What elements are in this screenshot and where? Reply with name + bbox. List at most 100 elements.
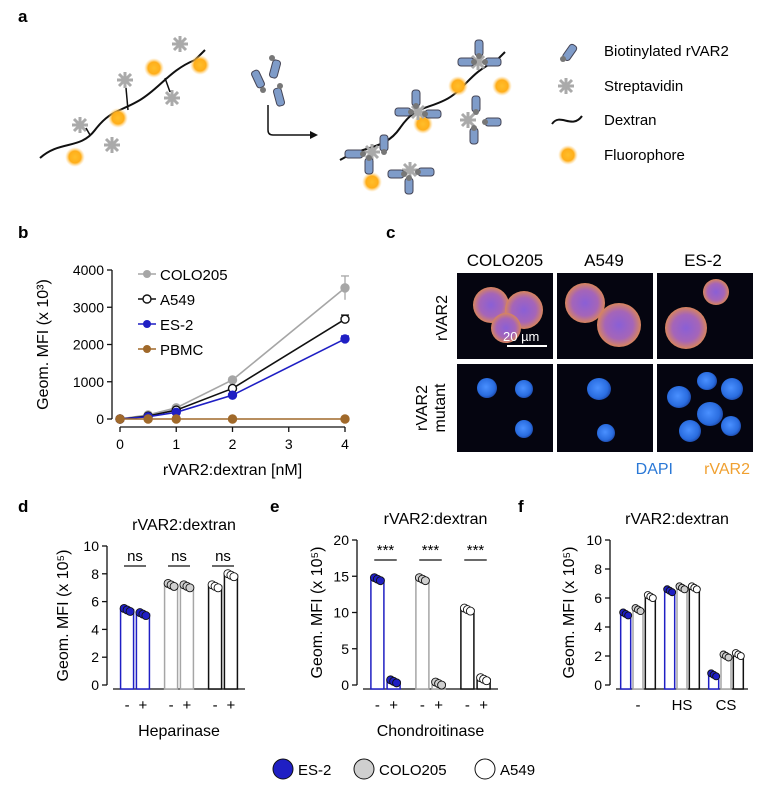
data-point <box>340 414 350 424</box>
data-point <box>375 576 385 586</box>
bar-es-2 <box>663 590 676 690</box>
x-tick-label: 0 <box>116 436 124 452</box>
legend-colo205-label: COLO205 <box>379 762 447 779</box>
scalebar-label: 20 µm <box>503 329 540 344</box>
legend-label-es2: ES-2 <box>160 317 193 334</box>
data-point <box>680 585 689 594</box>
streptavidin-icon <box>104 137 120 153</box>
x-tick-label: 2 <box>229 436 237 452</box>
data-point <box>392 678 402 688</box>
micro-row-label-line2: mutant <box>432 383 449 432</box>
data-point <box>624 611 633 620</box>
fluorophore-icon <box>144 58 164 78</box>
panel-label-a: a <box>18 7 28 26</box>
data-point <box>227 390 238 400</box>
y-tick-label: 0 <box>341 677 349 693</box>
treatment-label: + <box>227 697 236 714</box>
micro-col-label: COLO205 <box>467 251 544 270</box>
legend-label-pbmc: PBMC <box>160 342 204 359</box>
chart-b-legend: COLO205 A549 ES-2 PBMC <box>138 267 228 359</box>
treatment-label: - <box>420 697 425 714</box>
treatment-label: - <box>375 697 380 714</box>
data-point <box>482 676 492 686</box>
streptavidin-icon <box>164 90 180 106</box>
significance-label: ns <box>215 548 231 565</box>
data-point <box>636 607 645 616</box>
bar-a549 <box>207 585 223 690</box>
bar-es-2 <box>135 613 151 690</box>
legend-colo205-marker <box>353 758 375 780</box>
micro-es2-mutant <box>657 364 753 452</box>
panel-label-e: e <box>270 497 279 516</box>
category-label: HS <box>672 697 693 714</box>
stain-label-dapi: DAPI <box>636 461 673 478</box>
legend-es2-marker <box>272 758 294 780</box>
bottom-legend: ES-2 COLO205 A549 <box>272 758 535 780</box>
treatment-label: + <box>479 697 488 714</box>
streptavidin-icon <box>72 117 88 133</box>
data-point <box>724 653 733 662</box>
panel-a-schematic: Biotinylated rVAR2 Streptavidin Dextran … <box>39 36 729 195</box>
panel-label-d: d <box>18 497 28 516</box>
x-tick-label: 4 <box>341 436 349 452</box>
data-point <box>141 611 151 621</box>
legend-rvar2-icon <box>560 43 578 62</box>
y-axis-label: Geom. MFI (x 10³) <box>35 279 52 410</box>
chart-b: 0 1000 2000 3000 4000 0 1 2 3 4 rVAR2:dextran [nM]… <box>35 262 350 479</box>
significance-label: *** <box>377 542 395 559</box>
micro-a549-rvar2 <box>557 273 653 359</box>
y-tick-label: 0 <box>91 677 99 693</box>
category-label: - <box>636 697 641 714</box>
y-tick-label: 8 <box>91 566 99 582</box>
x-axis-label: rVAR2:dextran [nM] <box>163 462 302 479</box>
bar-a549 <box>460 608 475 690</box>
y-tick-label: 0 <box>594 677 602 693</box>
x-tick-label: 3 <box>285 436 293 452</box>
legend-label: Fluorophore <box>604 147 685 164</box>
chart-title: rVAR2:dextran <box>625 511 729 528</box>
data-point <box>736 652 745 660</box>
micro-col-label: A549 <box>584 251 624 270</box>
bar-colo205 <box>163 584 179 690</box>
treatment-label: + <box>183 697 192 714</box>
bar-colo205 <box>676 587 688 690</box>
y-tick-label: 2000 <box>73 337 104 353</box>
y-tick-label: 1000 <box>73 374 104 390</box>
data-point <box>668 588 677 597</box>
streptavidin-icon <box>172 36 188 52</box>
treatment-label: - <box>465 697 470 714</box>
data-point <box>712 672 721 681</box>
micro-colo205-rvar2: 20 µm <box>457 273 553 359</box>
y-tick-label: 15 <box>333 568 349 584</box>
fluorophore-icon <box>108 108 128 128</box>
panel-label-c: c <box>386 223 395 242</box>
series-line-a549 <box>119 318 346 420</box>
data-point <box>229 572 239 582</box>
treatment-label: - <box>169 697 174 714</box>
significance-label: ns <box>127 548 143 565</box>
y-tick-label: 4000 <box>73 262 104 278</box>
legend-a549-marker <box>474 758 496 780</box>
data-point <box>437 680 447 690</box>
y-tick-label: 10 <box>333 605 349 621</box>
y-tick-label: 10 <box>586 532 602 548</box>
y-axis-label: Geom. MFI (x 10⁵) <box>309 547 326 679</box>
data-point <box>227 414 238 424</box>
data-point <box>648 594 657 602</box>
y-tick-label: 4 <box>594 619 602 635</box>
micro-colo205-mutant <box>457 364 553 452</box>
fluorophore-icon <box>362 172 382 192</box>
bar-a549 <box>688 587 701 690</box>
chart-title: rVAR2:dextran <box>384 511 488 528</box>
legend-label-colo205: COLO205 <box>160 267 228 284</box>
data-point <box>115 414 125 424</box>
y-tick-label: 3000 <box>73 299 104 315</box>
fluorophore-icon <box>65 147 85 167</box>
rvar2-icon <box>272 83 286 107</box>
data-point <box>340 314 350 324</box>
legend-label: Biotinylated rVAR2 <box>604 43 729 60</box>
panel-label-b: b <box>18 223 28 242</box>
bar-a549 <box>644 595 657 690</box>
bar-es-2 <box>119 609 135 690</box>
